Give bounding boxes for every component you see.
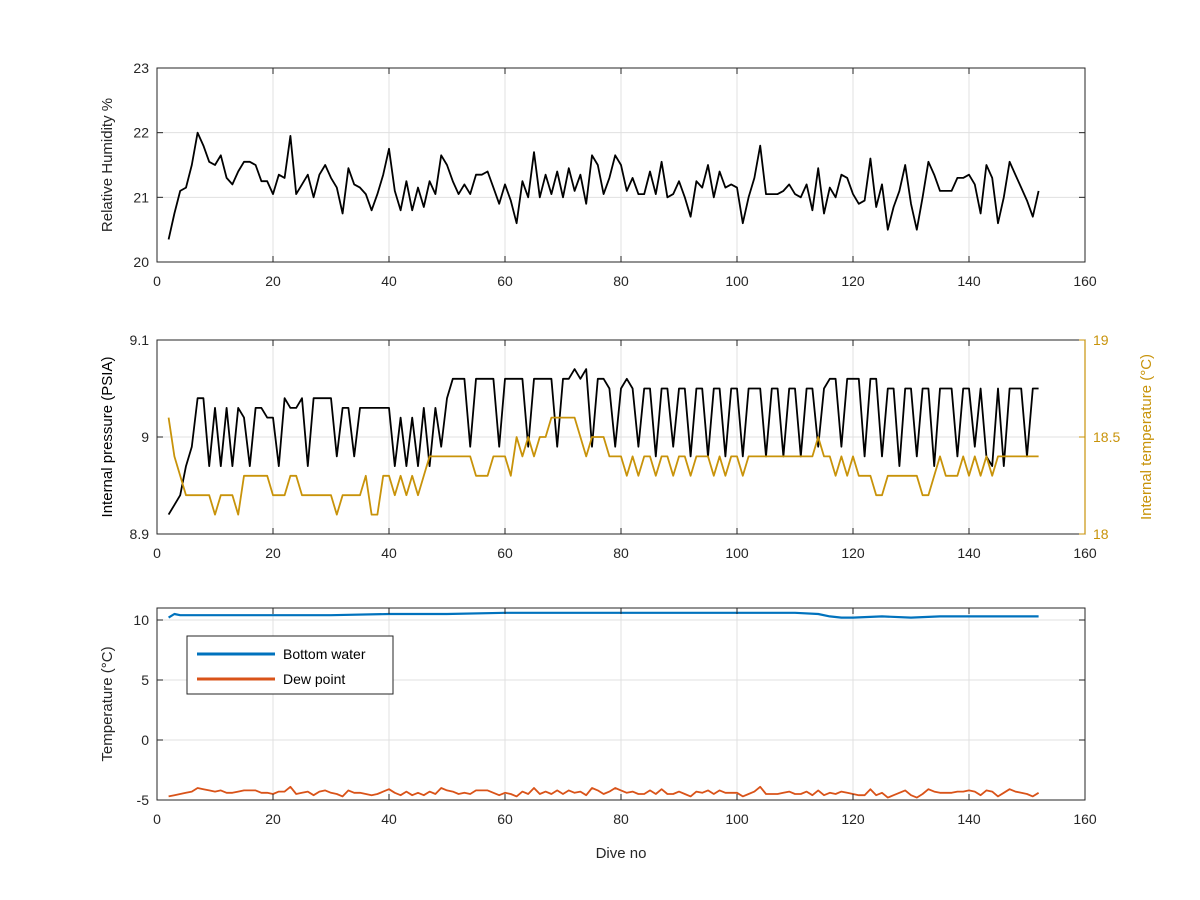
- y-tick-label: 5: [141, 672, 149, 688]
- x-tick-label: 100: [725, 811, 749, 827]
- series-line-bottom-water: [168, 611, 1039, 619]
- series-line-dew-point: [168, 785, 1040, 799]
- y-tick-label: 8.9: [130, 526, 150, 542]
- x-tick-label: 140: [957, 545, 981, 561]
- panel-2: 0 20 40 60 80 100 120 140 160 8.9 9 9.1 18 18.5 19 Inte…: [99, 332, 1155, 561]
- x-tick-label: 140: [957, 811, 981, 827]
- x-tick-label: 80: [613, 273, 629, 289]
- x-tick-label: 120: [841, 273, 865, 289]
- legend-box: [186, 635, 394, 695]
- x-tick-label: 160: [1073, 545, 1097, 561]
- x-tick-label: 0: [153, 273, 161, 289]
- x-tick-label: 40: [381, 545, 397, 561]
- x-tick-label: 80: [613, 545, 629, 561]
- legend-label-2: Dew point: [283, 671, 345, 687]
- x-tick-label: 40: [381, 273, 397, 289]
- y-tick-label: 21: [133, 189, 149, 205]
- y-tick-label: 20: [133, 254, 149, 270]
- x-tick-label: 120: [841, 545, 865, 561]
- x-tick-label: 160: [1073, 811, 1097, 827]
- y2-tick-label: 19: [1093, 332, 1109, 348]
- x-tick-label: 120: [841, 811, 865, 827]
- y-tick-label: 10: [133, 612, 149, 628]
- x-tick-label: 80: [613, 811, 629, 827]
- x-tick-label: 60: [497, 545, 513, 561]
- x-tick-label: 40: [381, 811, 397, 827]
- x-tick-label: 0: [153, 811, 161, 827]
- x-tick-label: 140: [957, 273, 981, 289]
- y-tick-label: 9: [141, 429, 149, 445]
- y-tick-label: 9.1: [130, 332, 150, 348]
- y2-tick-label: 18.5: [1093, 429, 1120, 445]
- x-tick-label: 20: [265, 811, 281, 827]
- y-tick-label: -5: [137, 792, 150, 808]
- y-tick-label: 23: [133, 60, 149, 76]
- x-tick-label: 20: [265, 545, 281, 561]
- grid-lines: [156, 339, 1086, 535]
- series-line-1: [167, 131, 1040, 240]
- y-axis-label: Relative Humidity %: [99, 98, 116, 232]
- y2-axis-label: Internal temperature (°C): [1138, 354, 1155, 520]
- series-line-2: [167, 416, 1039, 516]
- x-tick-label: 20: [265, 273, 281, 289]
- x-tick-label: 100: [725, 273, 749, 289]
- x-tick-label: 60: [497, 811, 513, 827]
- y-axis-label: Temperature (°C): [99, 646, 116, 761]
- y-tick-label: 0: [141, 732, 149, 748]
- x-tick-label: 100: [725, 545, 749, 561]
- x-axis-label: Dive no: [596, 845, 647, 862]
- y2-tick-label: 18: [1093, 526, 1109, 542]
- y-axis-label: Internal pressure (PSIA): [99, 357, 116, 518]
- series-line-1: [167, 368, 1039, 516]
- legend-label-1: Bottom water: [283, 646, 366, 662]
- x-tick-label: 0: [153, 545, 161, 561]
- legend: Bottom water Dew point: [186, 635, 394, 695]
- x-tick-label: 60: [497, 273, 513, 289]
- y-tick-label: 22: [133, 125, 149, 141]
- x-tick-label: 160: [1073, 273, 1097, 289]
